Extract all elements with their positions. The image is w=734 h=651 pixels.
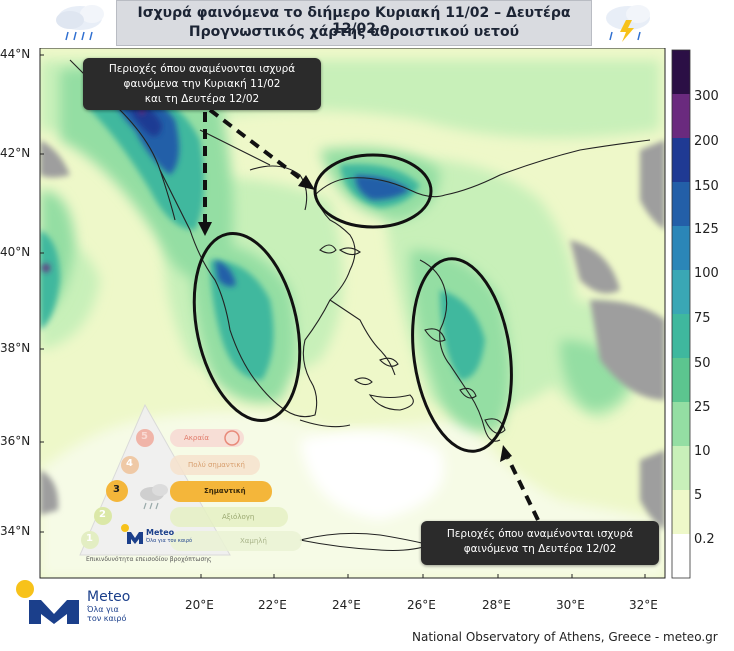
- colorbar-segment-9: [672, 446, 690, 491]
- legend-level-4-label: Πολύ σημαντική: [188, 461, 245, 469]
- colorbar-segment-8: [672, 402, 690, 447]
- legend-level-1: 1: [86, 533, 93, 544]
- legend-meteo-logo: [121, 524, 143, 544]
- legend-level-5-label: Ακραία: [184, 434, 209, 442]
- lon-tick-28: 28°E: [482, 598, 511, 612]
- colorbar-label-150: 150: [694, 179, 719, 194]
- header: Ισχυρά φαινόμενα το διήμερο Κυριακή 11/0…: [0, 0, 734, 48]
- colorbar-segment-2: [672, 138, 690, 183]
- colorbar-label-125: 125: [694, 222, 719, 237]
- callout-top-left-line1: Περιοχές όπου αναμένονται ισχυρά: [108, 63, 296, 75]
- coastlines: [69, 59, 651, 442]
- logo-name: Meteo: [87, 589, 131, 605]
- map-title: Ισχυρά φαινόμενα το διήμερο Κυριακή 11/0…: [137, 5, 571, 37]
- thunderstorm-cloud-icon: [606, 5, 650, 42]
- colorbar-segment-6: [672, 314, 690, 359]
- lat-tick-34: 34°N: [0, 524, 31, 538]
- lon-tick-20: 20°E: [185, 598, 214, 612]
- callout-top-left-line3: και τη Δευτέρα 12/02: [144, 93, 260, 105]
- legend-level-5: 5: [141, 431, 148, 442]
- colorbar-label-200: 200: [694, 134, 719, 149]
- colorbar-label-0-2: 0.2: [694, 532, 715, 547]
- colorbar-label-5: 5: [694, 488, 703, 503]
- callout-top-left-line2: φαινόμενα την Κυριακή 11/02: [123, 78, 281, 90]
- meteo-logo: [16, 580, 79, 624]
- legend-level-2-label: Αξιόλογη: [222, 513, 255, 521]
- colorbar-segment-1: [672, 94, 690, 139]
- legend-level-2: 2: [99, 509, 106, 520]
- risk-legend: [79, 403, 302, 556]
- legend-caption: Επικινδυνότητα επεισοδίου βροχόπτωσης: [86, 556, 212, 563]
- map-subtitle: Προγνωστικός χάρτης αθροιστικού υετού: [188, 24, 520, 40]
- colorbar-label-25: 25: [694, 400, 711, 415]
- colorbar-segment-7: [672, 358, 690, 403]
- title-box: Ισχυρά φαινόμενα το διήμερο Κυριακή 11/0…: [116, 0, 592, 46]
- lon-tick-22: 22°E: [258, 598, 287, 612]
- logo-tagline-line2: τον καιρό: [87, 614, 127, 623]
- lon-tick-32: 32°E: [629, 598, 658, 612]
- callout-bottom-right-line2: φαινόμενα τη Δευτέρα 12/02: [463, 543, 617, 555]
- lat-tick-38: 38°N: [0, 341, 31, 355]
- logo-tagline: Όλα για τον καιρό: [87, 605, 127, 623]
- callout-bottom-right: Περιοχές όπου αναμένονται ισχυρά φαινόμε…: [421, 521, 659, 565]
- logo-tagline-line1: Όλα για: [87, 605, 119, 614]
- rain-field-very-heavy: [110, 89, 410, 287]
- colorbar-segment-4: [672, 226, 690, 271]
- lon-tick-24: 24°E: [332, 598, 361, 612]
- callout-arrows: [203, 108, 540, 521]
- ellipse-north-aegean: [313, 153, 433, 229]
- colorbar-segment-10: [672, 490, 690, 535]
- colorbar-label-75: 75: [694, 311, 711, 326]
- legend-cloud-icon: [140, 484, 168, 510]
- colorbar-segment-11: [672, 534, 690, 579]
- legend-brand: Meteo: [146, 528, 175, 537]
- rain-cloud-icon: [56, 5, 104, 41]
- lat-tick-44: 44°N: [0, 47, 31, 61]
- masked-land: [40, 140, 665, 530]
- colorbar-label-50: 50: [694, 356, 711, 371]
- lat-tick-36: 36°N: [0, 434, 31, 448]
- lon-tick-26: 26°E: [407, 598, 436, 612]
- lat-tick-40: 40°N: [0, 245, 31, 259]
- highlight-ellipses: [192, 153, 513, 453]
- legend-level-3-label: Σημαντική: [204, 487, 246, 495]
- colorbar-frame: [671, 49, 691, 579]
- colorbar-segment-5: [672, 270, 690, 315]
- colorbar-label-100: 100: [694, 266, 719, 281]
- legend-level-4: 4: [126, 458, 133, 469]
- rain-field-heavy: [40, 80, 485, 380]
- ellipse-east-aegean: [411, 257, 513, 453]
- footer-credit: National Observatory of Athens, Greece -…: [412, 630, 718, 644]
- legend-circles: [81, 429, 154, 549]
- colorbar-label-300: 300: [694, 89, 719, 104]
- callout-bottom-right-line1: Περιοχές όπου αναμένονται ισχυρά: [446, 528, 634, 540]
- lon-tick-30: 30°E: [556, 598, 585, 612]
- legend-bars: [170, 429, 302, 551]
- colorbar-segment-0: [672, 50, 690, 95]
- lat-tick-42: 42°N: [0, 146, 31, 160]
- map-frame: [39, 47, 666, 579]
- legend-brand-sub: Όλα για τον καιρό: [146, 538, 193, 544]
- callout-top-left: Περιοχές όπου αναμένονται ισχυρά φαινόμε…: [83, 58, 321, 110]
- colorbar-segment-3: [672, 182, 690, 227]
- legend-level-3: 3: [113, 484, 120, 495]
- legend-level-1-label: Χαμηλή: [240, 537, 267, 545]
- colorbar-label-10: 10: [694, 444, 711, 459]
- ellipse-western-greece: [192, 231, 302, 423]
